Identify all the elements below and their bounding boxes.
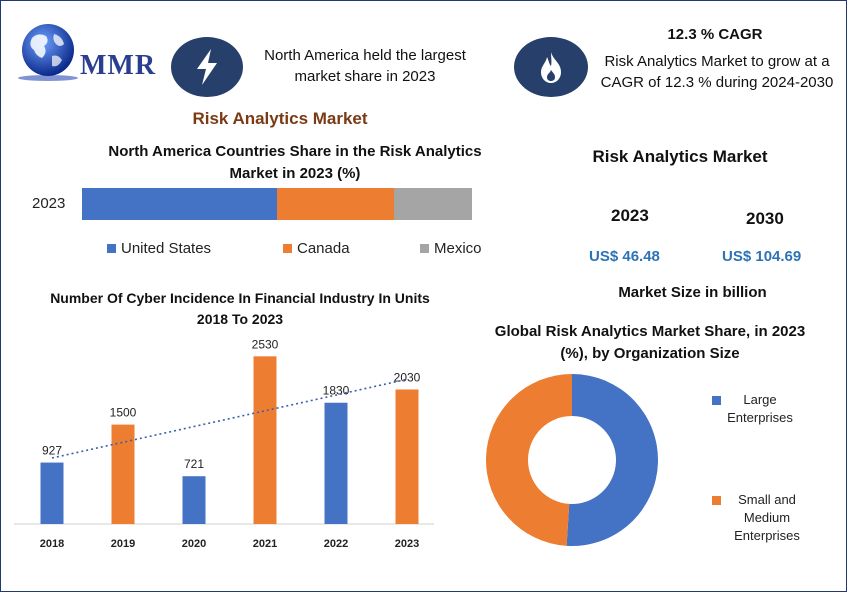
legend-label-canada: Canada	[297, 240, 350, 257]
legend-swatch-mexico	[420, 244, 429, 253]
donut-legend-swatch-sme	[712, 496, 721, 505]
cyber-bar-2021	[253, 356, 277, 524]
donut-slice-sme	[486, 374, 572, 546]
market-size-title: Risk Analytics Market	[592, 147, 768, 166]
legend-swatch-canada	[283, 244, 292, 253]
market-year-2023: 2023	[611, 206, 649, 225]
cagr-text: Risk Analytics Market to grow at a CAGR …	[600, 53, 834, 91]
cyber-trendline	[51, 378, 408, 459]
stacked-bar-chart	[82, 188, 472, 220]
cyber-bar-2018	[40, 462, 64, 524]
stacked-chart-title: North America Countries Share in the Ris…	[108, 143, 482, 182]
flame-icon	[541, 52, 561, 83]
cyber-data-label-2018: 927	[42, 444, 62, 458]
cyber-tick-2021: 2021	[253, 538, 277, 550]
market-size-unit: Market Size in billion	[618, 284, 767, 301]
stacked-segment-united-states	[82, 188, 277, 220]
legend-item-canada: Canada	[283, 240, 350, 257]
cagr-title: 12.3 % CAGR	[667, 26, 763, 43]
donut-legend-swatch-large	[712, 396, 721, 405]
cyber-bar-2020	[182, 476, 206, 524]
cyber-data-label-2023: 2030	[394, 370, 421, 384]
cyber-bar-chart: 927 2018 1500 2019 721 2020 2530 2021 1830 2022 20…	[14, 340, 434, 550]
stacked-segment-mexico	[394, 188, 472, 220]
main-title: Risk Analytics Market	[192, 109, 368, 128]
cyber-bar-2023	[395, 389, 419, 524]
headline-left: North America held the largest market sh…	[264, 47, 466, 85]
donut-legend-label-sme: Small and Medium Enterprises	[734, 492, 800, 543]
flame-badge	[514, 37, 588, 97]
stacked-segment-canada	[277, 188, 394, 220]
cyber-data-label-2020: 721	[184, 457, 204, 471]
cyber-data-label-2021: 2530	[252, 340, 279, 351]
cyber-data-label-2019: 1500	[110, 406, 137, 420]
donut-chart-title: Global Risk Analytics Market Share, in 2…	[494, 323, 806, 362]
legend-swatch-us	[107, 244, 116, 253]
cyber-chart-title: Number Of Cyber Incidence In Financial I…	[50, 290, 430, 327]
stacked-category-label: 2023	[32, 195, 66, 212]
lightning-badge	[171, 37, 243, 97]
cyber-bar-2019	[111, 424, 135, 524]
globe-icon	[18, 24, 78, 81]
cyber-bar-2022	[324, 402, 348, 524]
legend-item-mexico: Mexico	[420, 240, 482, 257]
cyber-data-label-2022: 1830	[323, 384, 350, 398]
lightning-icon	[197, 49, 217, 85]
legend-label-us: United States	[121, 240, 212, 257]
cyber-tick-2022: 2022	[324, 538, 348, 550]
donut-legend-label-large: Large Enterprises	[727, 392, 793, 425]
logo-text: MMR	[80, 50, 157, 81]
market-value-2023: US$ 46.48	[589, 248, 660, 265]
cyber-tick-2018: 2018	[40, 538, 64, 550]
market-year-2030: 2030	[746, 209, 784, 228]
donut-slice-large	[566, 374, 659, 546]
legend-label-mexico: Mexico	[434, 240, 482, 257]
cyber-tick-2023: 2023	[395, 538, 419, 550]
donut-chart	[486, 374, 659, 546]
market-value-2030: US$ 104.69	[722, 248, 802, 265]
legend-item-us: United States	[107, 240, 211, 257]
cyber-tick-2019: 2019	[111, 538, 135, 550]
cyber-tick-2020: 2020	[182, 538, 206, 550]
